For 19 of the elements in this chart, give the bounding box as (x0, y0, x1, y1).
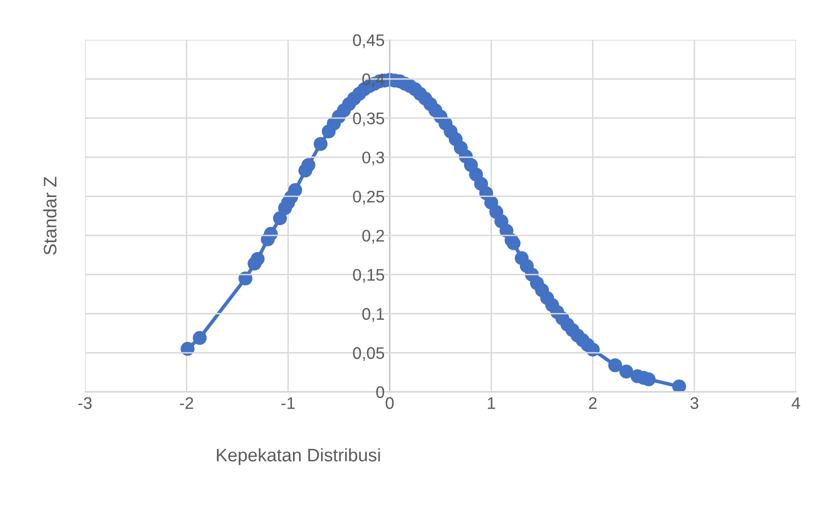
x-tick-label: 2 (589, 397, 597, 409)
y-tick-label: 0,15 (353, 268, 384, 283)
y-tick-label: 0 (376, 386, 384, 398)
x-axis-title: Kepekatan Distribusi (216, 448, 380, 466)
x-tick-label: 3 (690, 397, 698, 409)
x-tick-label: 1 (488, 397, 496, 409)
x-tick-label: -3 (78, 397, 92, 409)
y-tick-label: 0,1 (362, 308, 384, 322)
x-tick-label: -2 (180, 397, 194, 409)
y-tick-label: 0,2 (362, 230, 384, 244)
x-tick-label: 0 (386, 397, 394, 409)
y-tick-label: 0,05 (353, 347, 384, 361)
y-tick-label: 0,35 (353, 112, 384, 126)
y-tick-label: 0,3 (362, 152, 384, 166)
y-tick-label: 0,25 (353, 190, 384, 205)
x-tick-label: -1 (281, 397, 295, 409)
y-axis-title: Standar Z (43, 176, 57, 255)
x-tick-label: 4 (792, 397, 800, 409)
y-tick-label: 0,45 (353, 34, 384, 48)
